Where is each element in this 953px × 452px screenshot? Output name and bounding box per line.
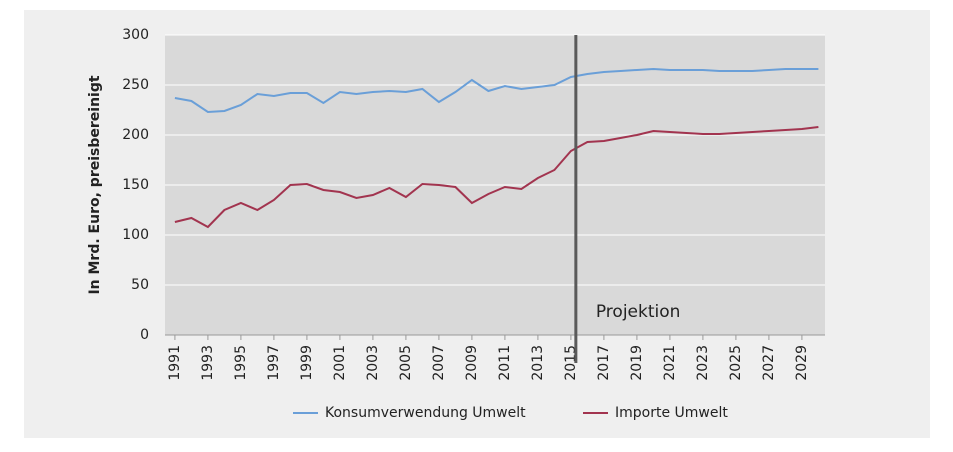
y-tick-label: 150 bbox=[122, 177, 149, 193]
x-tick-label: 2027 bbox=[761, 345, 777, 381]
x-tick-label: 2001 bbox=[332, 345, 348, 381]
annotation-label: Projektion bbox=[596, 302, 681, 322]
y-tick-label: 200 bbox=[122, 127, 149, 143]
x-tick-label: 2003 bbox=[365, 345, 381, 381]
x-tick-label: 2005 bbox=[398, 345, 414, 381]
legend-label: Importe Umwelt bbox=[615, 405, 728, 421]
series-line bbox=[174, 126, 819, 229]
x-tick-label: 2013 bbox=[530, 345, 546, 381]
series-line bbox=[174, 67, 819, 114]
y-tick-label: 300 bbox=[122, 27, 149, 43]
x-tick-label: 1993 bbox=[200, 345, 216, 381]
x-tick-label: 2025 bbox=[728, 345, 744, 381]
x-tick-label: 2019 bbox=[629, 345, 645, 381]
x-tick-label: 2029 bbox=[794, 345, 810, 381]
x-tick-label: 2009 bbox=[464, 345, 480, 381]
x-tick-label: 2023 bbox=[695, 345, 711, 381]
x-tick-label: 1997 bbox=[266, 345, 282, 381]
y-axis-label: In Mrd. Euro, preisbereinigt bbox=[87, 75, 103, 294]
x-tick-label: 1999 bbox=[299, 345, 315, 381]
legend-label: Konsumverwendung Umwelt bbox=[325, 405, 526, 421]
y-tick-label: 250 bbox=[122, 77, 149, 93]
x-tick-label: 1991 bbox=[167, 345, 183, 381]
x-tick-label: 2011 bbox=[497, 345, 513, 381]
y-tick-label: 100 bbox=[122, 227, 149, 243]
x-tick-label: 2017 bbox=[596, 345, 612, 381]
y-tick-label: 0 bbox=[140, 327, 149, 343]
x-tick-label: 2007 bbox=[431, 345, 447, 381]
y-tick-label: 50 bbox=[131, 277, 149, 293]
x-tick-label: 2021 bbox=[662, 345, 678, 381]
x-tick-label: 1995 bbox=[233, 345, 249, 381]
